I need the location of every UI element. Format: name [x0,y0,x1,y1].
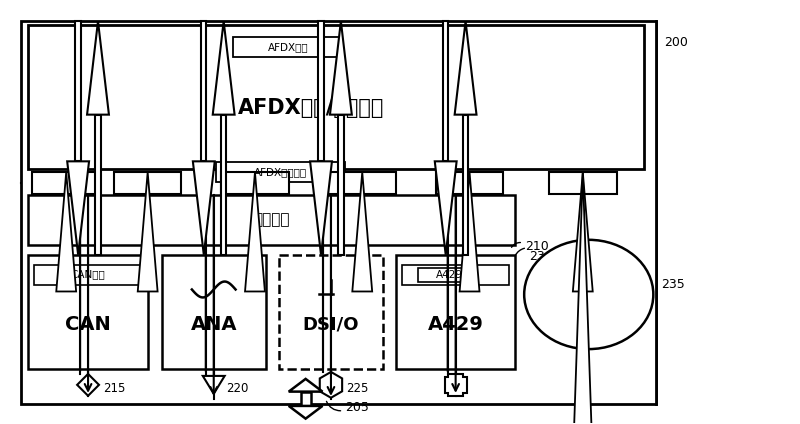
Bar [33,172,100,194]
Polygon shape [77,374,99,396]
Bar [359,247,365,291]
Bar [580,247,586,291]
Bar [338,114,343,255]
Text: CAN讯框: CAN讯框 [70,270,106,279]
Polygon shape [138,172,158,291]
Bar [466,247,473,291]
Bar [436,172,503,194]
Text: 205: 205 [346,401,370,414]
Text: DSI/O: DSI/O [302,315,359,333]
Bar [418,268,473,282]
Text: ANA: ANA [190,315,237,334]
Polygon shape [203,376,225,394]
Bar [29,255,148,369]
Bar [396,255,515,369]
Polygon shape [213,21,234,114]
Text: 210: 210 [525,240,549,253]
Ellipse shape [524,240,654,349]
Polygon shape [310,162,332,255]
Polygon shape [289,406,322,418]
Text: AFDX有效载荷: AFDX有效载荷 [254,167,307,177]
Text: 转换函数: 转换函数 [254,212,290,227]
Text: AFDX输入/输出接口: AFDX输入/输出接口 [238,98,384,118]
Bar [29,195,515,245]
Bar [21,21,656,404]
Bar [34,265,142,285]
Text: AFDX框架: AFDX框架 [267,42,308,52]
Bar [95,114,101,255]
Bar [402,265,510,285]
Bar [252,247,258,291]
Text: A429: A429 [428,315,483,334]
Bar [580,354,586,424]
Bar [301,392,310,406]
Text: 220: 220 [226,382,248,395]
Polygon shape [320,372,342,398]
Polygon shape [352,172,372,291]
Polygon shape [460,172,479,291]
Bar [63,247,69,291]
Bar [318,21,324,162]
Polygon shape [330,21,352,114]
Text: 200: 200 [664,36,688,49]
Bar [162,255,266,369]
Bar [145,247,150,291]
Text: A429字节: A429字节 [436,270,475,279]
Bar [216,162,346,182]
Polygon shape [445,374,466,396]
Bar [549,172,617,194]
Polygon shape [434,162,457,255]
Bar [278,255,383,369]
Polygon shape [193,162,214,255]
Text: 235: 235 [662,278,685,291]
Bar [233,37,342,57]
Text: CAN: CAN [65,315,111,334]
Bar [221,114,226,255]
Text: 230: 230 [529,250,553,263]
Text: 215: 215 [103,382,126,395]
Polygon shape [573,172,593,424]
Bar [443,21,448,162]
Bar [29,25,644,169]
Polygon shape [87,21,109,114]
Bar [114,172,182,194]
Polygon shape [454,21,477,114]
Polygon shape [67,162,89,255]
Polygon shape [573,172,593,291]
Polygon shape [289,379,322,392]
Bar [75,21,81,162]
Bar [463,114,468,255]
Polygon shape [56,172,76,291]
Bar [329,172,396,194]
Bar [221,172,289,194]
Text: 225: 225 [346,382,368,395]
Bar [201,21,206,162]
Polygon shape [245,172,265,291]
